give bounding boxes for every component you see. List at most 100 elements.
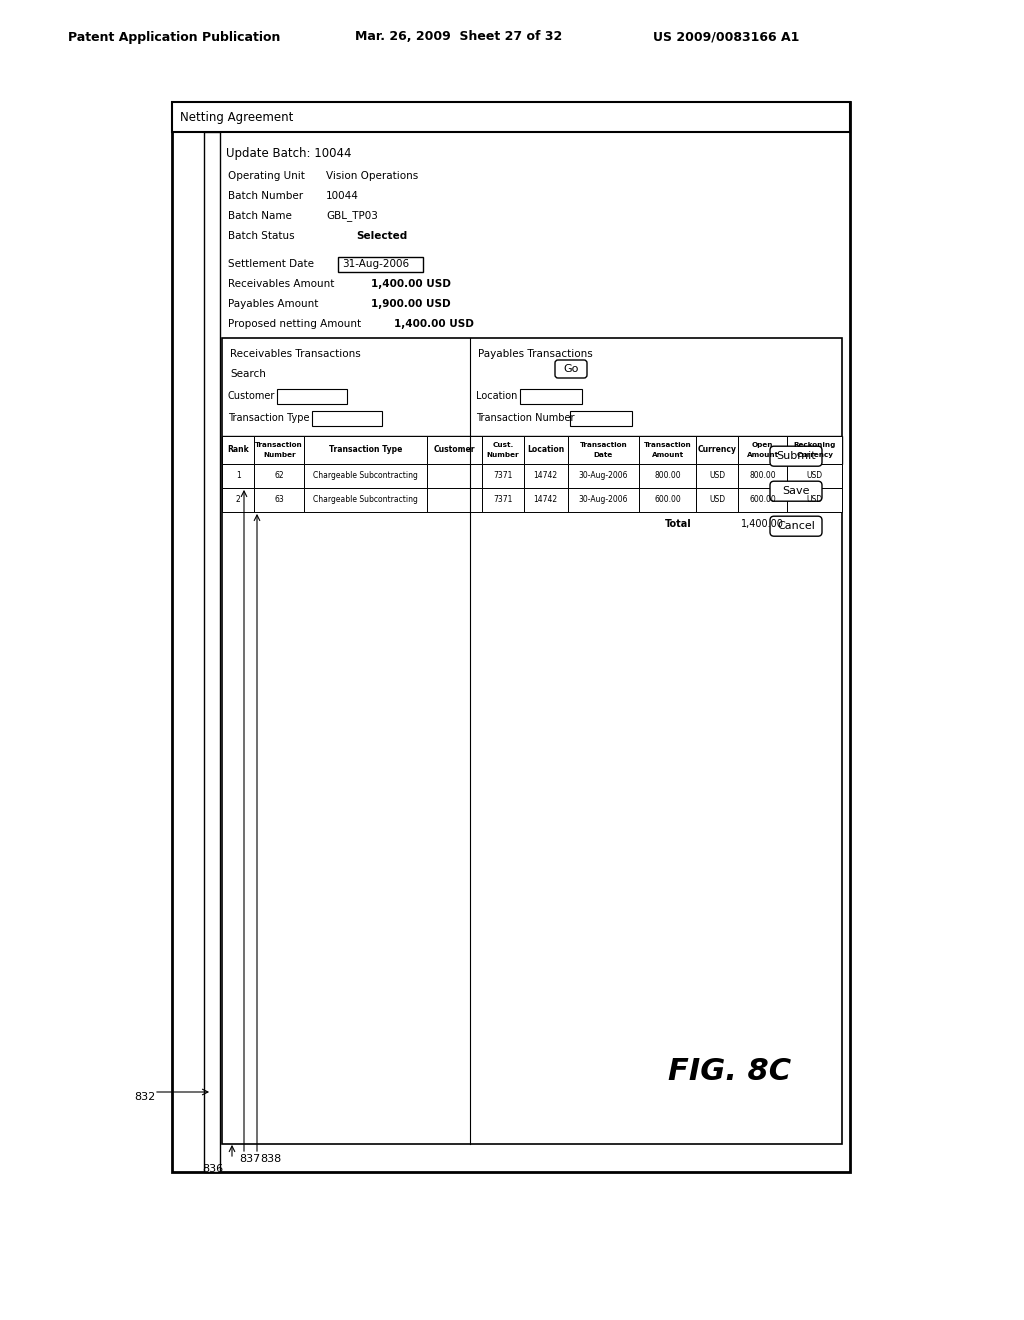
Text: Currency: Currency <box>797 451 834 458</box>
Bar <box>696 465 738 488</box>
Text: Vision Operations: Vision Operations <box>326 172 418 181</box>
Bar <box>639 436 696 465</box>
Text: Payables Transactions: Payables Transactions <box>478 348 593 359</box>
Bar <box>787 488 842 512</box>
Bar <box>304 488 427 512</box>
Text: Chargeable Subcontracting: Chargeable Subcontracting <box>313 471 418 480</box>
Text: Chargeable Subcontracting: Chargeable Subcontracting <box>313 495 418 504</box>
Text: Amount: Amount <box>746 451 779 458</box>
Bar <box>696 488 738 512</box>
Text: Save: Save <box>782 486 810 496</box>
Bar <box>523 488 567 512</box>
Text: 800.00: 800.00 <box>750 471 776 480</box>
Text: Update Batch: 10044: Update Batch: 10044 <box>226 148 351 161</box>
Text: Transaction Number: Transaction Number <box>476 413 574 422</box>
Text: Customer: Customer <box>228 391 275 401</box>
Text: 837: 837 <box>239 1154 260 1164</box>
Text: USD: USD <box>710 495 725 504</box>
Text: Cancel: Cancel <box>777 521 815 531</box>
Text: Location: Location <box>476 391 517 401</box>
Text: Netting Agreement: Netting Agreement <box>180 111 293 124</box>
Bar <box>567 465 639 488</box>
Text: GBL_TP03: GBL_TP03 <box>326 211 378 222</box>
Text: 63: 63 <box>274 495 284 504</box>
Bar <box>427 436 482 465</box>
Text: Go: Go <box>563 364 579 374</box>
Text: Date: Date <box>594 451 613 458</box>
Text: USD: USD <box>807 471 822 480</box>
Bar <box>427 465 482 488</box>
Text: Open: Open <box>752 442 773 449</box>
Text: 2: 2 <box>236 495 241 504</box>
Text: Location: Location <box>527 446 564 454</box>
Bar <box>172 102 850 1172</box>
Bar <box>639 488 696 512</box>
Text: Proposed netting Amount: Proposed netting Amount <box>228 319 361 329</box>
Bar <box>523 465 567 488</box>
Text: Receivables Transactions: Receivables Transactions <box>230 348 360 359</box>
Bar <box>222 436 255 465</box>
Bar <box>639 465 696 488</box>
Bar <box>738 465 787 488</box>
Text: Batch Name: Batch Name <box>228 211 292 220</box>
Text: Transaction Type: Transaction Type <box>329 446 402 454</box>
Text: Currency: Currency <box>697 446 736 454</box>
Bar <box>304 465 427 488</box>
Bar <box>738 436 787 465</box>
Text: Transaction Type: Transaction Type <box>228 413 309 422</box>
Text: Customer: Customer <box>434 446 475 454</box>
FancyBboxPatch shape <box>770 446 822 466</box>
FancyBboxPatch shape <box>770 482 822 502</box>
Bar <box>204 132 220 1172</box>
Text: Number: Number <box>486 451 519 458</box>
Bar <box>338 256 423 272</box>
Text: Operating Unit: Operating Unit <box>228 172 305 181</box>
Text: 30-Aug-2006: 30-Aug-2006 <box>579 471 629 480</box>
Bar <box>222 488 255 512</box>
Bar <box>255 436 304 465</box>
Text: Amount: Amount <box>651 451 684 458</box>
Text: 30-Aug-2006: 30-Aug-2006 <box>579 495 629 504</box>
Text: 1,400.00: 1,400.00 <box>741 519 784 529</box>
Text: Search: Search <box>230 370 266 379</box>
Bar <box>520 389 582 404</box>
Bar <box>222 465 255 488</box>
Text: 10044: 10044 <box>326 191 358 201</box>
Text: USD: USD <box>710 471 725 480</box>
Text: 14742: 14742 <box>534 471 558 480</box>
Bar <box>172 102 850 132</box>
Bar <box>787 465 842 488</box>
Text: Reckoning: Reckoning <box>794 442 836 449</box>
Bar <box>696 436 738 465</box>
Text: Payables Amount: Payables Amount <box>228 300 318 309</box>
Bar <box>255 488 304 512</box>
Text: Submit: Submit <box>776 451 816 461</box>
Text: 836: 836 <box>202 1164 223 1173</box>
Text: Transaction: Transaction <box>644 442 691 449</box>
Text: 14742: 14742 <box>534 495 558 504</box>
Bar <box>567 488 639 512</box>
FancyBboxPatch shape <box>770 516 822 536</box>
Bar <box>787 436 842 465</box>
Bar <box>570 411 632 426</box>
FancyBboxPatch shape <box>555 360 587 378</box>
Text: FIG. 8C: FIG. 8C <box>668 1057 792 1086</box>
Text: 838: 838 <box>260 1154 282 1164</box>
Text: Mar. 26, 2009  Sheet 27 of 32: Mar. 26, 2009 Sheet 27 of 32 <box>355 30 562 44</box>
Text: Batch Status: Batch Status <box>228 231 295 242</box>
Bar <box>255 465 304 488</box>
Bar <box>222 338 842 1144</box>
Text: 1: 1 <box>236 471 241 480</box>
Text: Settlement Date: Settlement Date <box>228 259 314 269</box>
Text: 1,400.00 USD: 1,400.00 USD <box>371 279 451 289</box>
Text: Receivables Amount: Receivables Amount <box>228 279 335 289</box>
Text: 1,900.00 USD: 1,900.00 USD <box>371 300 451 309</box>
Text: Batch Number: Batch Number <box>228 191 303 201</box>
Bar <box>482 436 523 465</box>
Bar <box>482 488 523 512</box>
Bar <box>738 488 787 512</box>
Bar <box>222 436 842 465</box>
Text: 31-Aug-2006: 31-Aug-2006 <box>342 259 410 269</box>
Text: Number: Number <box>263 451 296 458</box>
Text: Total: Total <box>665 519 691 529</box>
